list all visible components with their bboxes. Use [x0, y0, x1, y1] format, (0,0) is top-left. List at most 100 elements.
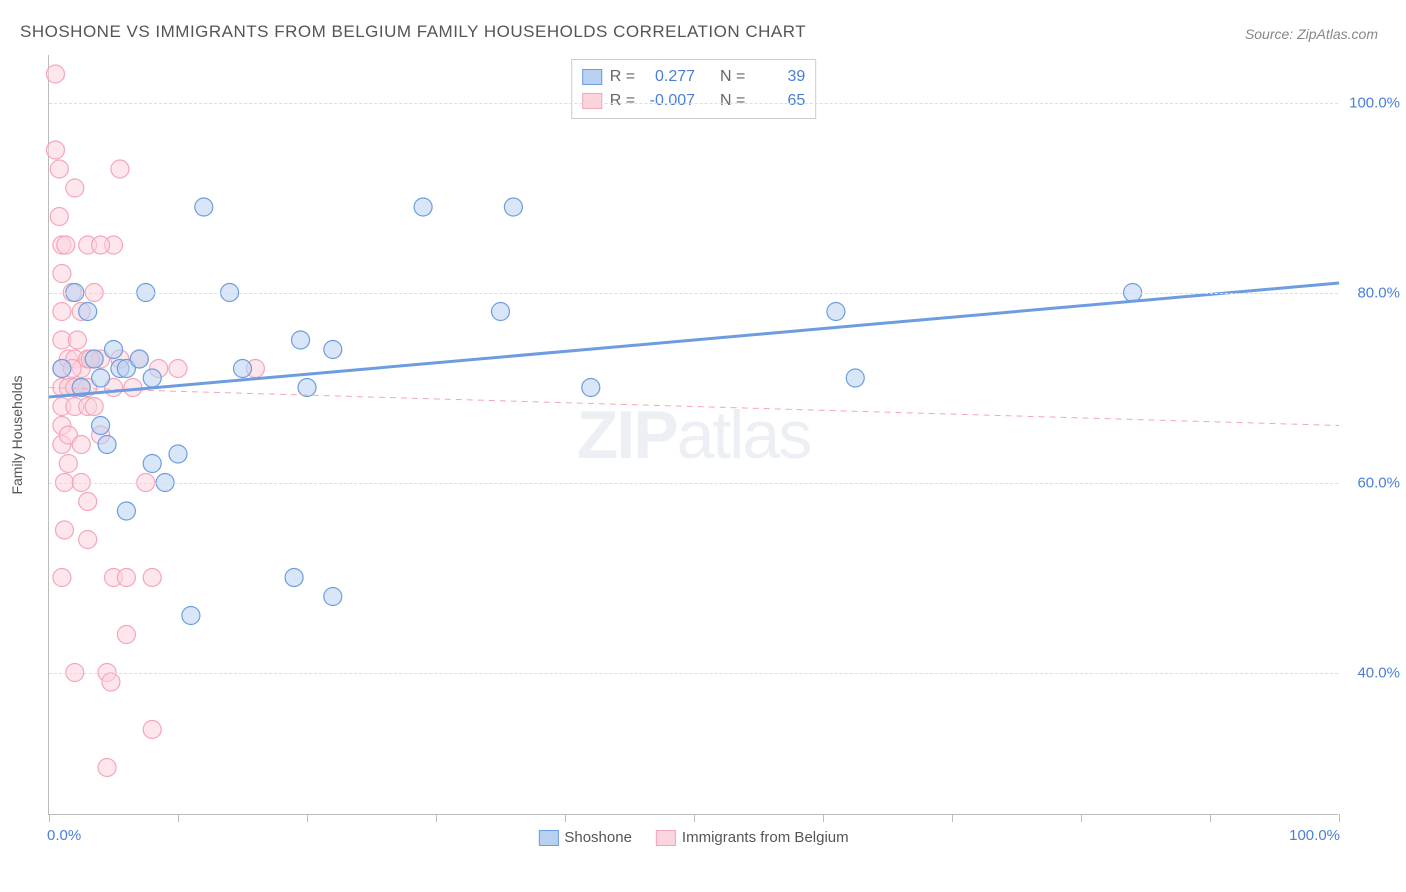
stats-row: R = 0.277 N = 39: [582, 65, 806, 89]
scatter-svg: [49, 55, 1338, 814]
data-point: [98, 759, 116, 777]
data-point: [117, 626, 135, 644]
data-point: [117, 502, 135, 520]
trend-line: [49, 388, 1339, 426]
data-point: [169, 445, 187, 463]
data-point: [79, 493, 97, 511]
stats-row: R = -0.007 N = 65: [582, 89, 806, 113]
data-point: [53, 265, 71, 283]
gridline: [49, 293, 1338, 294]
data-point: [182, 607, 200, 625]
data-point: [298, 379, 316, 397]
legend-item: Immigrants from Belgium: [656, 829, 849, 846]
data-point: [92, 417, 110, 435]
legend-item: Shoshone: [538, 829, 632, 846]
chart-title: SHOSHONE VS IMMIGRANTS FROM BELGIUM FAMI…: [20, 22, 806, 42]
plot-area: Family Households ZIPatlas R =0.277 N =3…: [48, 55, 1338, 815]
data-point: [846, 369, 864, 387]
data-point: [85, 350, 103, 368]
data-point: [143, 455, 161, 473]
y-axis-title: Family Households: [9, 375, 25, 494]
data-point: [79, 303, 97, 321]
y-tick-label: 40.0%: [1357, 664, 1400, 681]
y-tick-label: 100.0%: [1349, 94, 1400, 111]
r-label: R =: [610, 89, 635, 113]
data-point: [55, 521, 73, 539]
data-point: [105, 341, 123, 359]
x-tick: [307, 814, 308, 822]
legend-label: Shoshone: [564, 829, 632, 846]
data-point: [582, 379, 600, 397]
r-value: -0.007: [643, 89, 695, 113]
data-point: [46, 141, 64, 159]
data-point: [143, 369, 161, 387]
data-point: [492, 303, 510, 321]
n-label: N =: [720, 89, 745, 113]
data-point: [50, 160, 68, 178]
data-point: [59, 455, 77, 473]
data-point: [98, 436, 116, 454]
data-point: [117, 569, 135, 587]
x-tick: [1081, 814, 1082, 822]
data-point: [92, 369, 110, 387]
x-tick: [49, 814, 50, 822]
data-point: [102, 673, 120, 691]
data-point: [66, 179, 84, 197]
data-point: [53, 569, 71, 587]
data-point: [111, 160, 129, 178]
data-point: [324, 588, 342, 606]
data-point: [324, 341, 342, 359]
data-point: [195, 198, 213, 216]
n-value: 65: [753, 89, 805, 113]
data-point: [827, 303, 845, 321]
legend-label: Immigrants from Belgium: [682, 829, 849, 846]
r-label: R =: [610, 65, 635, 89]
x-tick: [952, 814, 953, 822]
data-point: [143, 721, 161, 739]
data-point: [68, 331, 86, 349]
x-tick: [565, 814, 566, 822]
gridline: [49, 673, 1338, 674]
series-swatch: [582, 69, 602, 85]
trend-line: [49, 283, 1339, 397]
gridline: [49, 483, 1338, 484]
x-tick: [1210, 814, 1211, 822]
series-swatch: [656, 830, 676, 846]
data-point: [130, 350, 148, 368]
data-point: [124, 379, 142, 397]
stats-box: R = 0.277 N = 39 R = -0.007 N = 65: [571, 59, 817, 119]
r-value: 0.277: [643, 65, 695, 89]
series-swatch: [582, 93, 602, 109]
data-point: [169, 360, 187, 378]
data-point: [504, 198, 522, 216]
x-axis-max-label: 100.0%: [1289, 827, 1340, 844]
x-tick: [178, 814, 179, 822]
n-label: N =: [720, 65, 745, 89]
data-point: [72, 436, 90, 454]
data-point: [85, 398, 103, 416]
data-point: [234, 360, 252, 378]
data-point: [46, 65, 64, 83]
x-axis-min-label: 0.0%: [47, 827, 81, 844]
n-value: 39: [753, 65, 805, 89]
data-point: [285, 569, 303, 587]
data-point: [50, 208, 68, 226]
data-point: [143, 569, 161, 587]
x-tick: [436, 814, 437, 822]
gridline: [49, 103, 1338, 104]
x-tick: [823, 814, 824, 822]
data-point: [292, 331, 310, 349]
x-tick: [694, 814, 695, 822]
data-point: [57, 236, 75, 254]
x-tick: [1339, 814, 1340, 822]
data-point: [414, 198, 432, 216]
data-point: [53, 360, 71, 378]
y-tick-label: 60.0%: [1357, 474, 1400, 491]
data-point: [92, 236, 110, 254]
y-tick-label: 80.0%: [1357, 284, 1400, 301]
series-swatch: [538, 830, 558, 846]
data-point: [53, 303, 71, 321]
source-attribution: Source: ZipAtlas.com: [1245, 26, 1378, 42]
legend: Shoshone Immigrants from Belgium: [538, 829, 848, 846]
data-point: [79, 531, 97, 549]
